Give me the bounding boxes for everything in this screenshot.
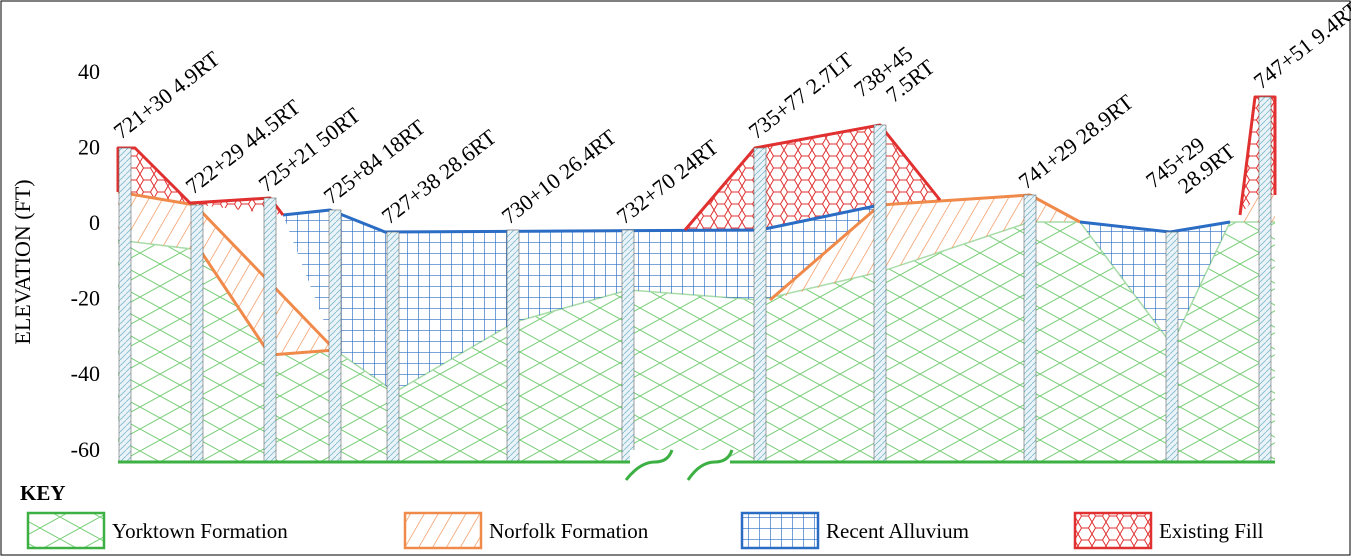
boring-column [387, 232, 399, 462]
boring-label-line: 735+77 2.7LT [744, 47, 859, 144]
boring-column [1259, 97, 1271, 462]
boring-label-line: 741+29 28.9RT [1014, 89, 1139, 194]
key-title: KEY [20, 481, 66, 505]
boring-label: 722+29 44.5RT [181, 94, 306, 199]
boring-column [191, 205, 203, 462]
key-label: Norfolk Formation [489, 519, 649, 543]
y-tick-label: 0 [89, 210, 100, 235]
boring-column [507, 230, 519, 462]
axis-title: ELEVATION (FT) [10, 179, 35, 344]
boring-label-line: 730+10 26.4RT [497, 124, 622, 229]
y-tick-label: -20 [71, 286, 100, 311]
boring-column [264, 198, 276, 462]
y-tick-label: 20 [78, 134, 100, 159]
boring-label: 730+10 26.4RT [497, 124, 622, 229]
boring-label: 735+77 2.7LT [744, 47, 859, 144]
key-label: Yorktown Formation [112, 519, 288, 543]
key-label: Existing Fill [1159, 519, 1264, 543]
boring-label: 721+30 4.9RT [109, 46, 225, 144]
boring-column [329, 210, 341, 462]
y-tick-label: 40 [78, 59, 100, 84]
boring-column [1166, 232, 1178, 462]
boring-label: 747+51 9.4RT [1249, 0, 1351, 94]
boring-column [1024, 195, 1036, 462]
boring-label: 745+2928.9RT [1141, 119, 1240, 212]
cross-section: 721+30 4.9RT722+29 44.5RT725+21 50RT725+… [0, 0, 1351, 556]
boring-label-line: 721+30 4.9RT [109, 46, 225, 144]
boring-label-line: 747+51 9.4RT [1249, 0, 1351, 94]
boring-column [754, 148, 766, 462]
boring-column [622, 230, 634, 462]
key-swatch [742, 513, 818, 548]
key-swatch [1075, 513, 1151, 548]
key-swatch [28, 513, 104, 548]
y-tick-label: -60 [71, 437, 100, 462]
boring-label: 741+29 28.9RT [1014, 89, 1139, 194]
boring-label-line: 722+29 44.5RT [181, 94, 306, 199]
y-tick-label: -40 [71, 361, 100, 386]
boring-column [119, 148, 131, 462]
key-swatch [405, 513, 481, 548]
boring-label: 738+457.5RT [849, 35, 940, 121]
boring-column [874, 125, 886, 462]
key-label: Recent Alluvium [826, 519, 969, 543]
